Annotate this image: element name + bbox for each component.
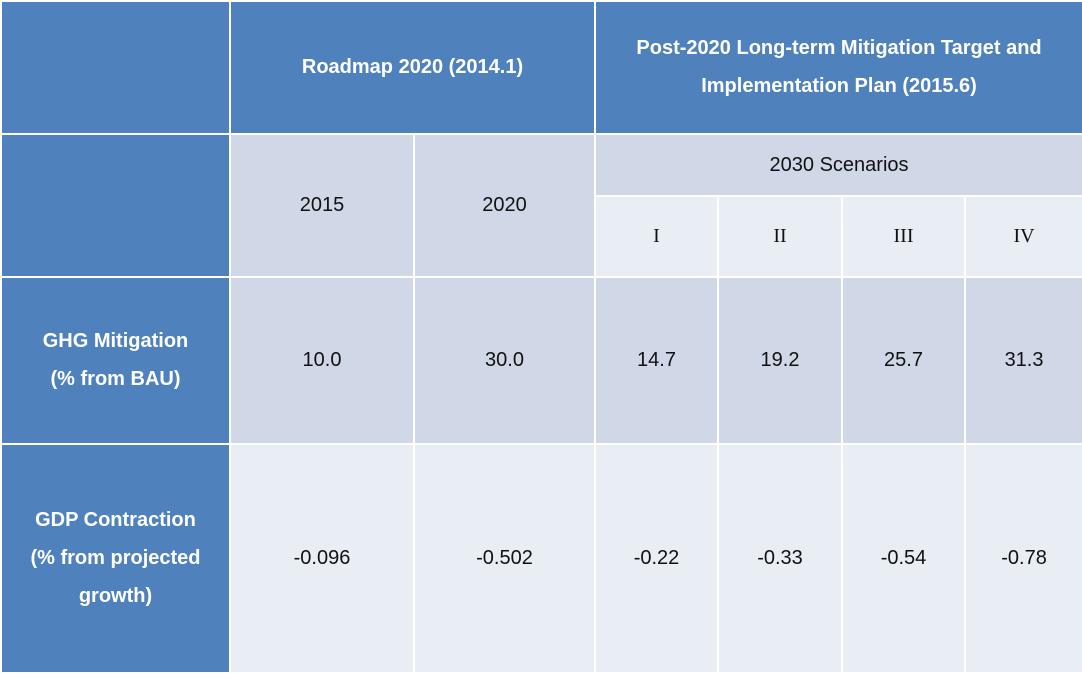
gdp-scenario-ii-cell: -0.33: [717, 442, 844, 674]
row-label-line2: (% from BAU): [50, 368, 181, 391]
header-row: Roadmap 2020 (2014.1) Post-2020 Long-ter…: [0, 0, 1082, 135]
ghg-scenario-iii-cell: 25.7: [841, 275, 967, 445]
scenario-i-header: I: [594, 195, 720, 278]
row-label-line1: GDP Contraction: [35, 509, 196, 532]
scenario-iv-header: IV: [964, 195, 1082, 278]
post2020-header-line1: Post-2020 Long-term Mitigation Target an…: [636, 37, 1042, 60]
gdp-2015-cell: -0.096: [229, 442, 415, 674]
roadmap-header-label: Roadmap 2020 (2014.1): [301, 56, 524, 79]
ghg-scenario-iv-cell: 31.3: [964, 275, 1082, 445]
table-row: GHG Mitigation (% from BAU) 10.0 30.0 14…: [0, 275, 1082, 445]
gdp-scenario-i-cell: -0.22: [594, 442, 720, 674]
row-label-gdp: GDP Contraction (% from projected growth…: [0, 442, 231, 674]
roadmap-header: Roadmap 2020 (2014.1): [228, 0, 597, 135]
subheader-corner-cell: [0, 132, 231, 278]
scenario-ii-header: II: [717, 195, 844, 278]
year-2015-header: 2015: [229, 132, 415, 278]
ghg-2015-cell: 10.0: [229, 275, 415, 445]
scenarios-header: 2030 Scenarios: [594, 132, 1082, 198]
ghg-2020-cell: 30.0: [412, 275, 597, 445]
header-corner-cell: [0, 0, 231, 135]
row-label-ghg: GHG Mitigation (% from BAU): [0, 275, 231, 445]
ghg-scenario-i-cell: 14.7: [594, 275, 720, 445]
table-row: GDP Contraction (% from projected growth…: [0, 442, 1082, 674]
scenario-iii-header: III: [841, 195, 967, 278]
ghg-scenario-ii-cell: 19.2: [717, 275, 844, 445]
gdp-scenario-iii-cell: -0.54: [841, 442, 967, 674]
subheader-row: 2015 2020 2030 Scenarios: [0, 132, 1082, 278]
row-label-line1: GHG Mitigation: [42, 330, 189, 353]
post2020-header: Post-2020 Long-term Mitigation Target an…: [594, 0, 1082, 135]
post2020-header-line2: Implementation Plan (2015.6): [701, 75, 977, 98]
year-2020-header: 2020: [412, 132, 597, 278]
gdp-2020-cell: -0.502: [412, 442, 597, 674]
scenario-numerals-row: I II III IV: [1, 195, 1082, 278]
row-label-line2: (% from projected: [30, 547, 201, 570]
row-label-line3: growth): [78, 585, 153, 608]
gdp-scenario-iv-cell: -0.78: [964, 442, 1082, 674]
